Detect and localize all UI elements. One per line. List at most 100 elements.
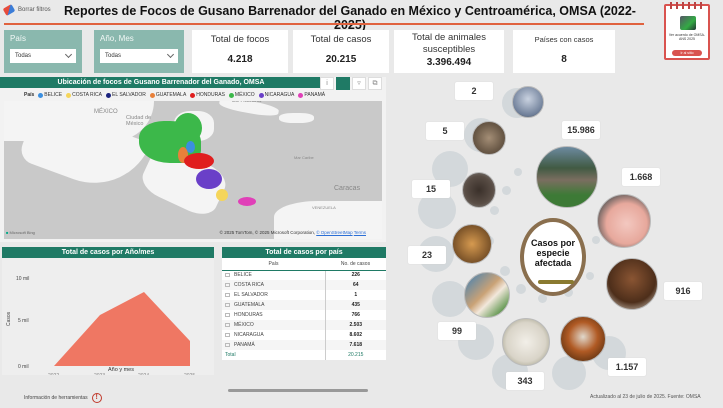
table-row[interactable]: NICARAGUA 8.602 [222,330,386,340]
kpi-paises-con-casos: Países con casos 8 [513,30,615,73]
cattle-icon [536,146,598,208]
period-slicer: Año, Mes Todas [94,30,184,73]
focus-mode-icon[interactable]: ⧉ [368,77,382,90]
species-value-horse: 916 [664,282,702,300]
info-icon[interactable]: i [320,77,334,90]
legend-item[interactable]: PANAMÁ [298,92,325,98]
tools-info[interactable]: Información de herramientas ! [24,393,102,403]
legend-item[interactable]: HONDURAS [190,92,225,98]
species-infographic: Casos por especie afectada 2 5 15.986 1.… [392,76,722,392]
cluster-mexico [174,113,202,143]
cluster-guatemala [178,147,188,163]
map-label: VENEZUELA [312,205,336,210]
table-row[interactable]: EL SALVADOR 1 [222,290,386,300]
svg-text:0 mil: 0 mil [18,364,29,370]
species-value-buffalo: 5 [426,122,464,140]
cases-by-country-table: Total de casos por país País No. de caso… [222,247,386,375]
info-icon[interactable]: ! [91,393,102,403]
map-copyright: © 2025 TomTom, © 2025 Microsoft Corporat… [219,230,366,235]
screwworm-thumbnail [680,16,696,30]
cluster-costa-rica [216,189,228,201]
country-dropdown-value: Todas [15,53,32,59]
terms-link[interactable]: Terms [353,230,366,235]
chicken-icon [462,172,496,208]
legend-item[interactable]: MÉXICO [228,92,255,98]
svg-text:2025: 2025 [184,373,195,375]
chevron-down-icon [64,50,73,59]
kpi-animales-susceptibles: Total de animales susceptibles 3.396.494 [394,30,504,73]
map-label: Caracas [334,185,361,192]
legend-item[interactable]: NICARAGUA [258,92,294,98]
svg-text:5 mil: 5 mil [18,318,29,324]
bird-icon [512,86,544,118]
center-badge: Casos por especie afectada [520,218,586,296]
update-note: Actualizado al 23 de julio de 2025. Fuen… [590,394,701,400]
svg-text:2022: 2022 [48,373,59,375]
svg-text:2023: 2023 [94,373,105,375]
page-title: Reportes de Focos de Gusano Barrenador d… [64,4,636,32]
center-label: Casos por especie afectada [530,238,575,268]
area-chart-plot[interactable]: 10 mil 5 mil 0 mil Casos 2022 2023 2024 … [2,258,214,379]
map-legend: País BELICE COSTA RICA EL SALVADOR GUATE… [24,92,325,98]
period-dropdown-value: Todas [105,53,122,59]
country-dropdown[interactable]: Todas [10,49,76,63]
column-header-country[interactable]: País [222,258,326,271]
cluster-honduras [184,153,214,169]
legend-title: País [24,92,35,98]
table-row[interactable]: COSTA RICA 64 [222,280,386,290]
chart-title: Total de casos por Año/mes [2,247,214,258]
country-slicer-label: País [10,34,27,43]
kpi-value: 20.215 [325,54,357,65]
calendar-rings-icon [670,2,702,9]
table-row[interactable]: MÉXICO 2.503 [222,320,386,330]
species-value-cattle: 15.986 [562,121,600,139]
agreement-calendar-widget[interactable]: Ver acuerdo de OMSA-ANS 2025 Ir al sitio [664,2,710,60]
sheep-icon [502,318,550,366]
legend-item[interactable]: COSTA RICA [66,92,102,98]
table-row[interactable]: PANAMÁ 7.618 [222,340,386,350]
reset-filters-button[interactable]: Borrar filtros [2,4,51,16]
x-axis-label: Año y mes [108,367,134,373]
legend-item[interactable]: EL SALVADOR [106,92,146,98]
period-dropdown[interactable]: Todas [100,49,178,63]
calendar-text: Ver acuerdo de OMSA-ANS 2025 [668,33,706,41]
table-row[interactable]: HONDURAS 766 [222,310,386,320]
goat-icon [464,272,510,318]
eraser-icon [2,4,16,16]
kpi-title: Total de focos [210,34,270,45]
cluster-panama [238,197,256,206]
map-label: La Habana [232,101,262,104]
period-slicer-label: Año, Mes [100,34,134,43]
osm-link[interactable]: © OpenStreetMap [316,230,353,235]
bing-logo: ■ Microsoft Bing [6,230,35,235]
table-row[interactable]: GUATEMALA 435 [222,300,386,310]
table-total-row: Total 20.215 [222,350,386,360]
svg-text:10 mil: 10 mil [16,276,29,282]
table-row[interactable]: BELICE 226 [222,270,386,280]
cluster-belice [186,141,195,153]
svg-text:Casos: Casos [6,311,12,326]
table-horizontal-scrollbar[interactable] [228,389,368,392]
species-value-pig: 1.668 [622,168,660,186]
kpi-title: Países con casos [534,35,594,44]
filter-icon[interactable]: ▿ [352,77,366,90]
spacer [336,77,350,90]
pig-icon [597,194,651,248]
country-slicer: País Todas [4,30,82,73]
kpi-value: 4.218 [227,54,253,65]
species-value-cat: 23 [408,246,446,264]
legend-item[interactable]: BELICE [38,92,62,98]
worm-icon [538,280,574,284]
cat-icon [452,224,492,264]
map-visual: Ubicación de focos de Gusano Barrenador … [0,77,386,242]
go-to-site-button[interactable]: Ir al sitio [672,50,702,56]
title-divider [4,23,644,25]
kpi-title: Total de animales susceptibles [412,32,486,55]
tools-info-label: Información de herramientas [24,395,88,401]
column-header-cases[interactable]: No. de casos [325,258,386,271]
horse-icon [606,258,658,310]
species-value-chicken: 15 [412,180,450,198]
map-canvas[interactable]: La Habana MÉXICO Ciudad de México Mar Ca… [4,101,382,239]
kpi-value: 8 [561,54,567,65]
legend-item[interactable]: GUATEMALA [149,92,186,98]
